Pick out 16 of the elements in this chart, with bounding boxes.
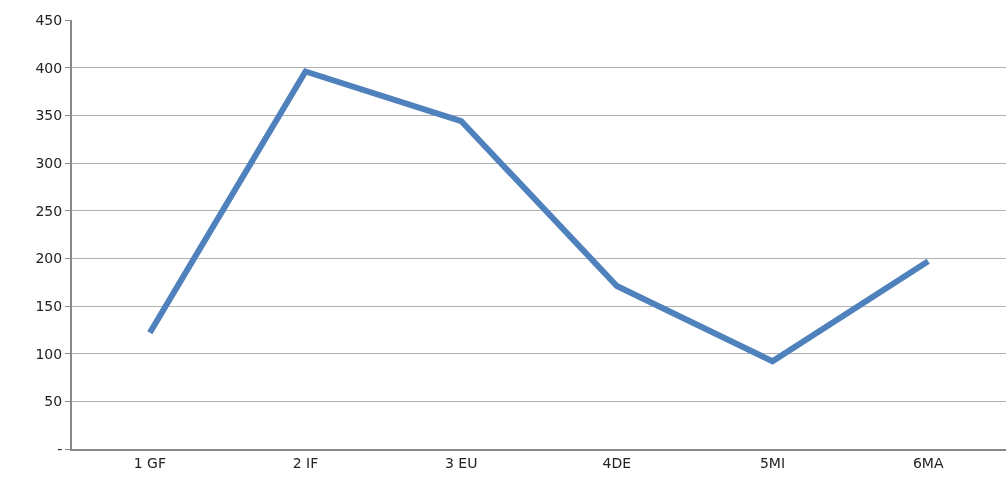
x-tick-label: 5MI xyxy=(759,454,786,471)
x-tick-label: 1 GF xyxy=(133,454,166,471)
y-tick-label: 250 xyxy=(35,202,63,219)
y-tick-label: 100 xyxy=(35,345,63,362)
x-tick-label: 2 IF xyxy=(292,454,319,471)
x-tick-label: 3 EU xyxy=(444,454,478,471)
y-tick-label: 200 xyxy=(35,250,63,267)
y-tick-label: 350 xyxy=(35,107,63,124)
x-tick-label: 6MA xyxy=(912,454,944,471)
y-tick-label: 400 xyxy=(35,59,63,76)
y-tick-label: 50 xyxy=(44,393,63,410)
y-tick-label: 450 xyxy=(35,11,63,28)
y-tick-label: 300 xyxy=(35,154,63,171)
x-tick-label: 4DE xyxy=(602,454,632,471)
y-tick-label: 150 xyxy=(35,297,63,314)
y-tick-label: - xyxy=(57,440,63,457)
